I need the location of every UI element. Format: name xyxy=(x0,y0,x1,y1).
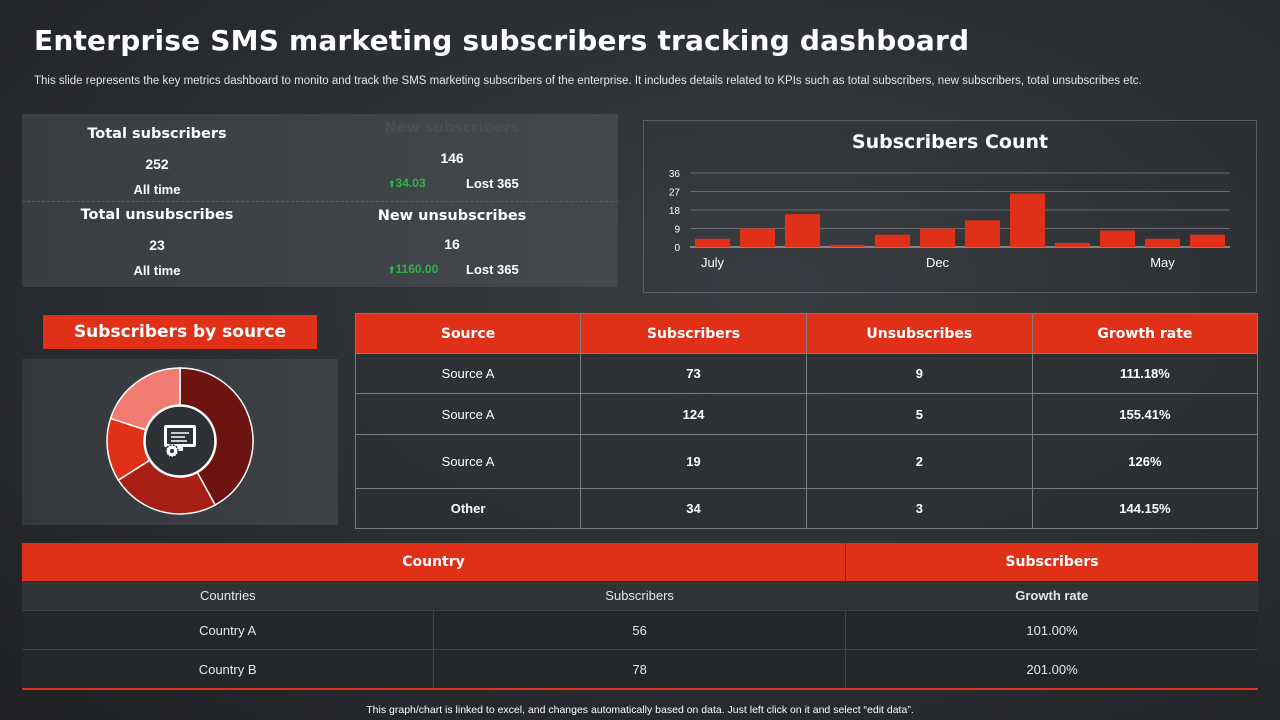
kpi-title: New unsubscribes xyxy=(377,208,527,224)
kpi-caption: All time xyxy=(133,263,181,278)
x-tick-label: Dec xyxy=(926,255,950,270)
bar xyxy=(739,228,776,247)
y-tick-label: 0 xyxy=(674,243,680,254)
bar xyxy=(964,220,1001,247)
table-row: Source A 124 5 155.41% xyxy=(354,393,1259,435)
countries-subheader: Countries xyxy=(22,581,434,611)
bar xyxy=(1009,193,1046,247)
up-arrow-icon: ⬆ xyxy=(388,265,396,275)
source-donut-chart[interactable] xyxy=(22,359,338,525)
unsubscribes-cell: 3 xyxy=(805,488,1033,529)
subscribers-cell: 56 xyxy=(433,610,847,650)
kpi-total-unsubscribes: Total unsubscribes 23 All time xyxy=(57,207,257,278)
kpi-change: ⬆34.03 xyxy=(388,176,426,190)
donut-slice xyxy=(117,459,217,515)
country-cell: Country B xyxy=(22,649,435,689)
bar xyxy=(919,228,956,247)
up-arrow-icon: ⬆ xyxy=(388,179,396,189)
bar-chart-svg: 0 9 18 27 36 July Dec May xyxy=(669,169,1230,270)
subscribers-cell: 78 xyxy=(433,649,847,689)
kpi-title: Total unsubscribes xyxy=(80,207,234,223)
table-row: Country A 56 101.00% xyxy=(22,610,1258,650)
donut-panel xyxy=(22,359,338,525)
kpi-title: Total subscribers xyxy=(87,126,227,142)
page-subtitle: This slide represents the key metrics da… xyxy=(34,75,1142,87)
x-tick-label: May xyxy=(1150,255,1175,270)
kpi-change-value: 34.03 xyxy=(395,176,426,190)
source-cell: Source A xyxy=(354,434,582,489)
source-cell: Other xyxy=(354,488,582,529)
kpi-value: 16 xyxy=(444,236,460,252)
source-cell: Source A xyxy=(354,353,582,394)
subscribers-cell: 34 xyxy=(580,488,807,529)
kpi-caption: All time xyxy=(133,182,181,197)
country-table: Country Subscribers Countries Subscriber… xyxy=(22,543,1258,690)
unsubscribes-cell: 2 xyxy=(805,434,1033,489)
growth-rate-subheader: Growth rate xyxy=(845,581,1258,611)
bar xyxy=(829,244,866,247)
donut-slice xyxy=(109,367,181,431)
subscribers-by-source-label: Subscribers by source xyxy=(43,315,317,349)
table-row: Source A 73 9 111.18% xyxy=(354,353,1259,394)
country-subscribers-header: Subscribers xyxy=(845,543,1258,581)
country-header: Country xyxy=(22,543,847,581)
subscribers-cell: 73 xyxy=(580,353,807,394)
unsubscribes-cell: 5 xyxy=(805,393,1033,435)
unsubscribes-cell: 9 xyxy=(805,353,1033,394)
footer-note: This graph/chart is linked to excel, and… xyxy=(366,704,914,716)
page-title: Enterprise SMS marketing subscribers tra… xyxy=(34,24,970,57)
growth-rate-cell: 126% xyxy=(1031,434,1259,489)
bar xyxy=(1099,230,1136,247)
bar xyxy=(1144,238,1181,247)
growth-rate-cell: 155.41% xyxy=(1031,393,1259,435)
subscribers-subheader: Subscribers xyxy=(433,581,846,611)
country-subheader-row: Countries Subscribers Growth rate xyxy=(22,581,1258,611)
bar xyxy=(694,238,731,247)
subscribers-header: Subscribers xyxy=(580,313,807,354)
growth-rate-cell: 144.15% xyxy=(1031,488,1259,529)
y-tick-label: 36 xyxy=(669,169,681,180)
growth-rate-header: Growth rate xyxy=(1031,313,1259,354)
y-tick-label: 9 xyxy=(674,225,680,236)
bar xyxy=(784,214,821,247)
subscribers-cell: 19 xyxy=(580,434,807,489)
chart-title: Subscribers Count xyxy=(851,131,1049,153)
country-cell: Country A xyxy=(22,610,435,650)
table-row: Source A 19 2 126% xyxy=(354,434,1259,489)
subscribers-count-chart[interactable]: Subscribers Count 0 9 18 27 36 July Dec May xyxy=(643,120,1257,293)
donut-slice xyxy=(179,367,254,506)
unsubscribes-header: Unsubscribes xyxy=(805,313,1033,354)
kpi-value: 23 xyxy=(149,237,165,253)
monitor-gear-icon xyxy=(164,425,196,458)
source-cell: Source A xyxy=(354,393,582,435)
kpi-change-row: ⬆34.03 Lost 365 xyxy=(352,176,552,192)
kpi-change-row: ⬆1160.00 Lost 365 xyxy=(352,262,552,278)
kpi-new-subscribers: New subscribers 146 ⬆34.03 Lost 365 xyxy=(352,120,552,192)
kpi-panel: Total subscribers 252 All time New subsc… xyxy=(22,114,618,287)
bar xyxy=(1054,242,1091,247)
kpi-lost: Lost 365 xyxy=(466,176,519,191)
table-row: Other 34 3 144.15% xyxy=(354,488,1259,529)
kpi-change: ⬆1160.00 xyxy=(388,262,438,276)
table-row: Country B 78 201.00% xyxy=(22,649,1258,689)
kpi-divider xyxy=(22,201,618,202)
growth-rate-cell: 201.00% xyxy=(845,649,1258,689)
x-tick-label: July xyxy=(701,255,725,270)
growth-rate-cell: 111.18% xyxy=(1031,353,1259,394)
kpi-value: 252 xyxy=(145,156,169,172)
kpi-change-value: 1160.00 xyxy=(395,262,439,276)
y-tick-label: 27 xyxy=(669,188,681,199)
y-tick-label: 18 xyxy=(669,206,681,217)
source-table: Source Subscribers Unsubscribes Growth r… xyxy=(354,313,1259,529)
kpi-lost: Lost 365 xyxy=(466,262,519,277)
kpi-total-subscribers: Total subscribers 252 All time xyxy=(57,126,257,197)
subscribers-cell: 124 xyxy=(580,393,807,435)
growth-rate-cell: 101.00% xyxy=(845,610,1258,650)
bar xyxy=(1189,234,1226,247)
source-header: Source xyxy=(354,313,582,354)
kpi-title: New subscribers xyxy=(384,120,520,136)
kpi-new-unsubscribes: New unsubscribes 16 ⬆1160.00 Lost 365 xyxy=(352,208,552,278)
kpi-value: 146 xyxy=(440,150,464,166)
bar xyxy=(874,234,911,247)
